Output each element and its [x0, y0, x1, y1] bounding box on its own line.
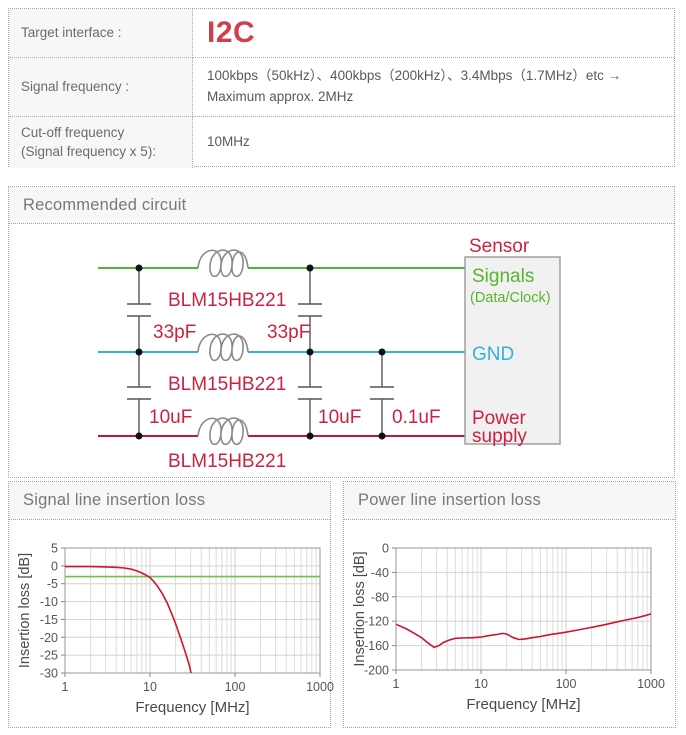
spec-label-target-interface: Target interface :	[9, 9, 193, 58]
target-interface-value: I2C	[207, 15, 256, 49]
svg-text:100: 100	[556, 677, 577, 691]
bead-label: BLM15HB221	[168, 374, 286, 395]
sensor-signals-label: Signals	[472, 266, 534, 287]
power-loss-header: Power line insertion loss	[344, 482, 675, 520]
svg-text:-10: -10	[40, 595, 58, 609]
signal-loss-chart: 1 10 100 1000 5 0 -5 -10 -15 -20 -25 -30 Insertion l…	[17, 542, 334, 717]
svg-text:Frequency [MHz]: Frequency [MHz]	[466, 696, 580, 713]
cap-label: 0.1uF	[392, 407, 441, 428]
sensor-power-label: supply	[472, 426, 527, 447]
signal-line-insertion-loss-curve	[65, 565, 192, 673]
cap-label: 10uF	[149, 407, 192, 428]
svg-text:1000: 1000	[637, 677, 665, 691]
recommended-circuit-title: Recommended circuit	[23, 195, 187, 214]
sensor-gnd-label: GND	[472, 344, 514, 365]
sensor-title: Sensor	[469, 236, 530, 257]
circuit-svg: BLM15HB221 BLM15HB221 BLM15HB221 33pF 33…	[98, 236, 561, 472]
cap-label: 10uF	[318, 407, 361, 428]
power-line-insertion-loss-curve	[396, 613, 651, 649]
svg-text:-160: -160	[364, 639, 389, 653]
svg-text:-80: -80	[371, 590, 389, 604]
spec-value-cutoff-frequency: 10MHz	[207, 134, 250, 150]
spec-label-cutoff-frequency: Cut-off frequency (Signal frequency x 5)…	[9, 117, 193, 168]
cap-label: 33pF	[267, 322, 310, 343]
svg-text:1: 1	[393, 677, 400, 691]
svg-text:-200: -200	[364, 664, 389, 678]
signal-loss-title: Signal line insertion loss	[23, 491, 206, 509]
spec-value-target-interface: I2C	[193, 9, 674, 58]
svg-text:-5: -5	[47, 577, 58, 591]
bead-label: BLM15HB221	[168, 290, 286, 311]
spec-label-signal-frequency: Signal frequency :	[9, 58, 193, 117]
svg-text:0: 0	[382, 542, 389, 556]
svg-text:-15: -15	[40, 613, 58, 627]
svg-text:Insertion loss [dB]: Insertion loss [dB]	[17, 553, 33, 668]
sensor-signals-sub-label: (Data/Clock)	[470, 290, 551, 306]
svg-text:10: 10	[474, 677, 488, 691]
svg-text:-30: -30	[40, 667, 58, 681]
svg-text:Frequency [MHz]: Frequency [MHz]	[135, 699, 249, 716]
capacitor-icon	[127, 268, 394, 436]
spec-value-signal-frequency: 100kbps（50kHz）、400kbps（200kHz）、3.4Mbps（1…	[193, 58, 674, 117]
cap-label: 33pF	[153, 322, 196, 343]
signal-loss-header: Signal line insertion loss	[9, 482, 330, 520]
svg-text:1: 1	[62, 680, 69, 694]
svg-text:-25: -25	[40, 649, 58, 663]
bead-label: BLM15HB221	[168, 451, 286, 472]
spec-table: Target interface : I2C Signal frequency …	[8, 8, 675, 168]
sensor-power-label: Power	[472, 408, 527, 429]
sensor-box	[464, 256, 561, 445]
svg-text:-40: -40	[371, 566, 389, 580]
svg-text:5: 5	[51, 542, 58, 556]
svg-text:10: 10	[143, 680, 157, 694]
svg-text:-20: -20	[40, 631, 58, 645]
junction-dot	[135, 264, 386, 440]
svg-text:100: 100	[225, 680, 246, 694]
circuit-diagram: BLM15HB221 BLM15HB221 BLM15HB221 33pF 33…	[9, 224, 674, 477]
power-loss-title: Power line insertion loss	[358, 491, 541, 509]
svg-text:1000: 1000	[306, 680, 334, 694]
power-loss-panel: Power line insertion loss 1 10 100 1000 0 -40…	[343, 481, 676, 728]
recommended-circuit-panel: Recommended circuit	[8, 186, 675, 478]
signal-loss-panel: Signal line insertion loss 1 10 100 1000 5 0 -…	[8, 481, 334, 728]
recommended-circuit-header: Recommended circuit	[9, 187, 674, 224]
svg-text:0: 0	[51, 559, 58, 573]
svg-text:Insertion loss [dB]: Insertion loss [dB]	[352, 551, 368, 666]
svg-text:-120: -120	[364, 615, 389, 629]
ferrite-bead-icon	[197, 249, 249, 446]
